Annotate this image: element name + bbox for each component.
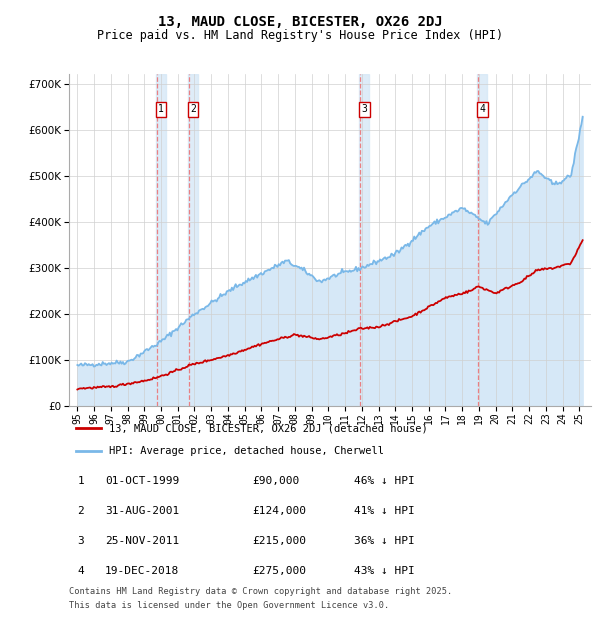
Text: 13, MAUD CLOSE, BICESTER, OX26 2DJ: 13, MAUD CLOSE, BICESTER, OX26 2DJ [158, 16, 442, 30]
Text: HPI: Average price, detached house, Cherwell: HPI: Average price, detached house, Cher… [109, 446, 383, 456]
Text: Contains HM Land Registry data © Crown copyright and database right 2025.: Contains HM Land Registry data © Crown c… [69, 587, 452, 596]
Bar [156, 74, 166, 406]
Text: 13, MAUD CLOSE, BICESTER, OX26 2DJ (detached house): 13, MAUD CLOSE, BICESTER, OX26 2DJ (deta… [109, 423, 427, 433]
Text: 4: 4 [479, 104, 485, 114]
Bar [188, 74, 198, 406]
Text: 3: 3 [77, 536, 85, 546]
Text: 31-AUG-2001: 31-AUG-2001 [105, 506, 179, 516]
Bar [478, 74, 487, 406]
Text: 2: 2 [77, 506, 85, 516]
Text: 46% ↓ HPI: 46% ↓ HPI [354, 476, 415, 487]
Text: 01-OCT-1999: 01-OCT-1999 [105, 476, 179, 487]
Text: 36% ↓ HPI: 36% ↓ HPI [354, 536, 415, 546]
Text: £124,000: £124,000 [252, 506, 306, 516]
Text: £215,000: £215,000 [252, 536, 306, 546]
Text: 43% ↓ HPI: 43% ↓ HPI [354, 565, 415, 576]
Text: 3: 3 [361, 104, 367, 114]
Text: £90,000: £90,000 [252, 476, 299, 487]
Bar [359, 74, 370, 406]
Text: 41% ↓ HPI: 41% ↓ HPI [354, 506, 415, 516]
Text: 1: 1 [77, 476, 85, 487]
Text: 1: 1 [158, 104, 164, 114]
Text: 4: 4 [77, 565, 85, 576]
Text: 25-NOV-2011: 25-NOV-2011 [105, 536, 179, 546]
Text: 19-DEC-2018: 19-DEC-2018 [105, 565, 179, 576]
Text: £275,000: £275,000 [252, 565, 306, 576]
Text: Price paid vs. HM Land Registry's House Price Index (HPI): Price paid vs. HM Land Registry's House … [97, 29, 503, 42]
Text: This data is licensed under the Open Government Licence v3.0.: This data is licensed under the Open Gov… [69, 601, 389, 610]
Text: 2: 2 [190, 104, 196, 114]
